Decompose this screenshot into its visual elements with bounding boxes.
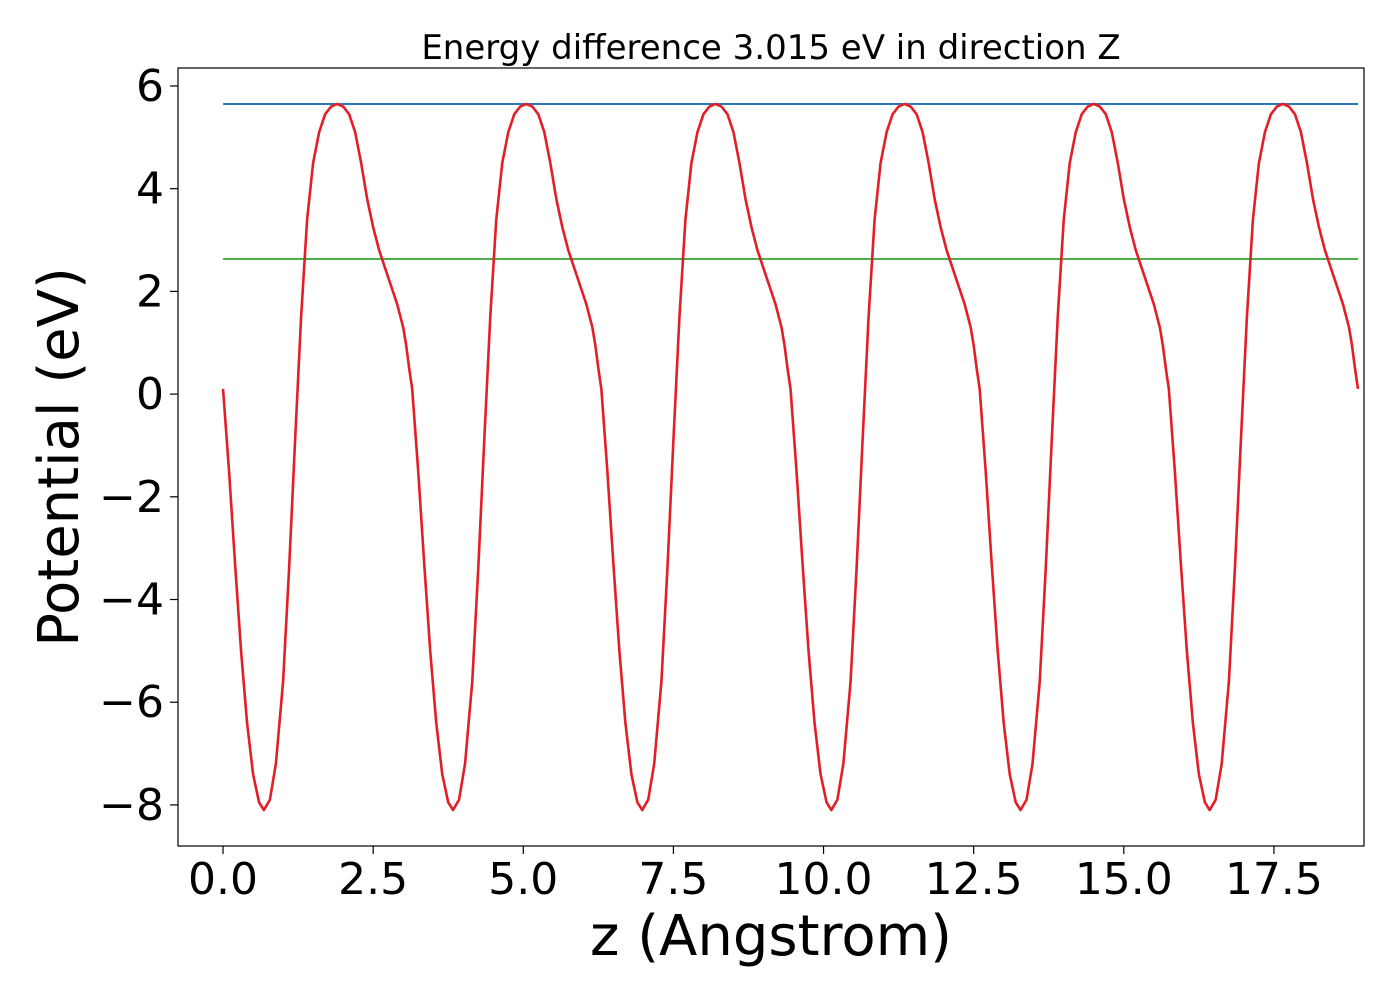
y-tick-label: 4 <box>136 164 164 215</box>
y-tick-label: −6 <box>99 677 164 728</box>
x-tick-label: 2.5 <box>338 854 408 905</box>
x-tick-label: 7.5 <box>638 854 708 905</box>
chart-title: Energy difference 3.015 eV in direction … <box>421 28 1120 68</box>
y-tick-label: 6 <box>136 61 164 112</box>
reference-lines <box>223 102 1358 261</box>
x-axis-label: z (Angstrom) <box>590 904 952 969</box>
x-tick-label: 0.0 <box>188 854 258 905</box>
y-tick-label: −8 <box>99 780 164 831</box>
y-tick-label: 0 <box>136 369 164 420</box>
plot-frame <box>177 67 1365 847</box>
x-tick-label: 12.5 <box>925 854 1023 905</box>
y-axis-label: Potential (eV) <box>27 267 92 647</box>
x-tick-label: 17.5 <box>1225 854 1323 905</box>
x-tick-label: 5.0 <box>488 854 558 905</box>
y-axis-ticks: 6 4 2 0 −2 −4 −6 −8 <box>99 61 178 831</box>
y-tick-label: 2 <box>136 266 164 317</box>
series-group <box>221 102 1360 812</box>
y-tick-label: −2 <box>99 472 164 523</box>
y-tick-label: −4 <box>99 575 164 626</box>
x-tick-label: 15.0 <box>1075 854 1173 905</box>
potential-line <box>221 102 1360 812</box>
x-axis-ticks: 0.0 2.5 5.0 7.5 10.0 12.5 15.0 17.5 <box>188 846 1323 905</box>
x-tick-label: 10.0 <box>775 854 873 905</box>
